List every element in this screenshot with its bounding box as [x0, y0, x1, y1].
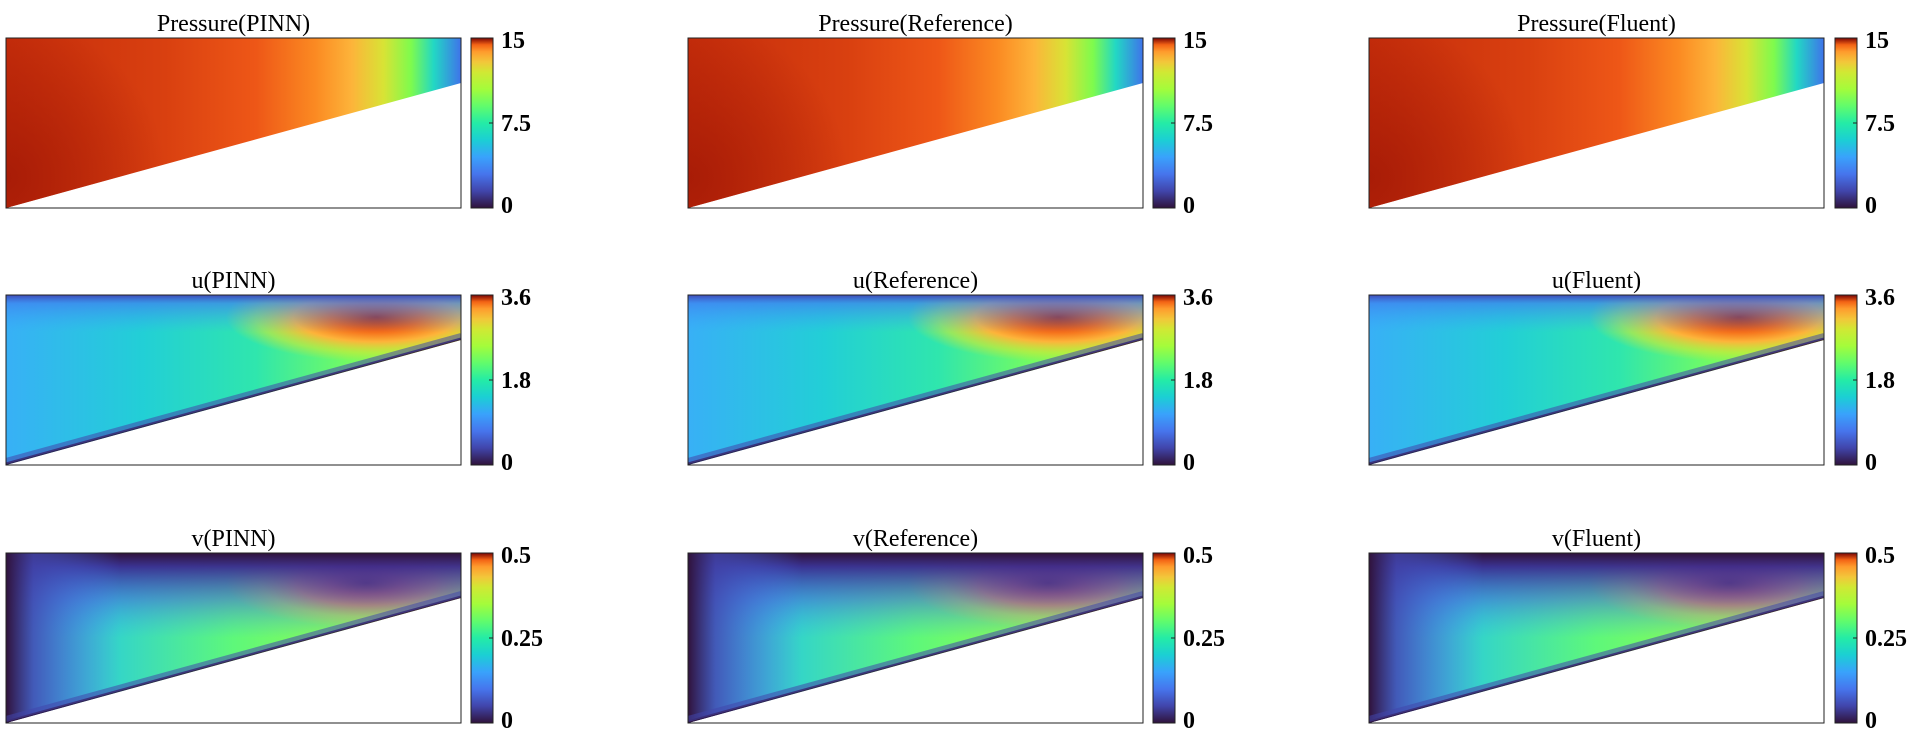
pressure-field-corner [1369, 38, 1824, 208]
colorbar-tick-label: 0 [1183, 193, 1195, 219]
colorbar-tick-label: 15 [1183, 28, 1207, 54]
colorbar-tick-label: 7.5 [1183, 111, 1213, 137]
field-plot [5, 37, 462, 209]
subplot-title: v(PINN) [192, 526, 276, 552]
colorbar-tick-label: 15 [1865, 28, 1889, 54]
field-plot [1368, 37, 1825, 209]
wall-layer-outer [1369, 333, 1824, 464]
colorbar-tick-label: 0 [1865, 708, 1877, 734]
colorbar-tick-label: 0 [501, 708, 513, 734]
axes-frame [5, 552, 462, 724]
subplot-u: u(Fluent) 3.6 1.8 0 [1368, 268, 1895, 476]
colorbar: 0.5 0.25 0 [1834, 543, 1907, 734]
subplot-title: v(Reference) [853, 526, 978, 552]
field-plot [5, 294, 462, 466]
colorbar: 3.6 1.8 0 [1834, 285, 1895, 476]
wall-layer-outer [688, 333, 1143, 464]
colorbar-tick-label: 3.6 [1183, 285, 1213, 311]
axes-frame [1368, 37, 1825, 209]
colorbar-tick-label: 0.5 [1183, 543, 1213, 569]
colorbar: 157.50 [470, 28, 531, 219]
colorbar-tick-label: 7.5 [501, 111, 531, 137]
field-plot [1368, 552, 1825, 724]
colorbar: 3.6 1.8 0 [1152, 285, 1213, 476]
field-plot [687, 37, 1144, 209]
subplot-title: Pressure(PINN) [157, 11, 310, 37]
axes-frame [687, 37, 1144, 209]
colorbar-tick-label: 0 [501, 193, 513, 219]
subplot-u: u(PINN) 3.6 1.8 0 [5, 268, 531, 476]
colorbar-tick-label: 1.8 [1183, 368, 1213, 394]
wall-layer [1369, 337, 1824, 465]
colorbar-tick-label: 0.5 [501, 543, 531, 569]
colorbar-tick-label: 1.8 [501, 368, 531, 394]
colorbar-tick-label: 0.25 [1865, 626, 1907, 652]
colorbar: 157.50 [1834, 28, 1895, 219]
subplot-title: u(Fluent) [1552, 268, 1641, 294]
axes-frame [5, 37, 462, 209]
colorbar-tick-label: 0.25 [1183, 626, 1225, 652]
field-plot [687, 552, 1144, 724]
subplot-pressure: Pressure(Reference)157.50 [687, 11, 1213, 219]
field-plot [1368, 294, 1825, 466]
colorbar-tick-label: 0 [1865, 193, 1877, 219]
colorbar-tick-label: 0 [501, 450, 513, 476]
subplot-title: u(PINN) [192, 268, 276, 294]
colorbar: 157.50 [1152, 28, 1213, 219]
field-plot [687, 294, 1144, 466]
subplot-v: v(PINN) 0.5 0.25 0 [5, 526, 543, 734]
colorbar: 0.5 0.25 0 [1152, 543, 1225, 734]
subplot-u: u(Reference) 3.6 1.8 0 [687, 268, 1213, 476]
axes-frame [5, 294, 462, 466]
axes-frame [687, 294, 1144, 466]
wall-layer-outer [688, 591, 1143, 722]
subplot-title: Pressure(Fluent) [1517, 11, 1676, 37]
subplot-title: v(Fluent) [1552, 526, 1641, 552]
wall-layer [688, 337, 1143, 465]
colorbar-tick-label: 0 [1183, 708, 1195, 734]
subplot-pressure: Pressure(Fluent)157.50 [1368, 11, 1895, 219]
field-plot [5, 552, 462, 724]
colorbar-tick-label: 1.8 [1865, 368, 1895, 394]
colorbar: 3.6 1.8 0 [470, 285, 531, 476]
subplot-title: u(Reference) [853, 268, 978, 294]
wall-layer-outer [6, 591, 461, 722]
axes-frame [687, 552, 1144, 724]
colorbar-tick-label: 0 [1865, 450, 1877, 476]
colorbar-tick-label: 7.5 [1865, 111, 1895, 137]
axes-frame [1368, 294, 1825, 466]
subplot-pressure: Pressure(PINN)157.50 [5, 11, 531, 219]
colorbar-tick-label: 3.6 [501, 285, 531, 311]
colorbar-tick-label: 0.25 [501, 626, 543, 652]
subplot-v: v(Reference) 0.5 0.25 0 [687, 526, 1225, 734]
subplot-v: v(Fluent) 0.5 0.25 0 [1368, 526, 1907, 734]
wall-layer-outer [6, 333, 461, 464]
subplot-title: Pressure(Reference) [818, 11, 1013, 37]
colorbar-tick-label: 15 [501, 28, 525, 54]
colorbar: 0.5 0.25 0 [470, 543, 543, 734]
colorbar-tick-label: 3.6 [1865, 285, 1895, 311]
colorbar-tick-label: 0.5 [1865, 543, 1895, 569]
pressure-field-corner [6, 38, 461, 208]
wall-layer-outer [1369, 591, 1824, 722]
pressure-field-corner [688, 38, 1143, 208]
axes-frame [1368, 552, 1825, 724]
colorbar-tick-label: 0 [1183, 450, 1195, 476]
